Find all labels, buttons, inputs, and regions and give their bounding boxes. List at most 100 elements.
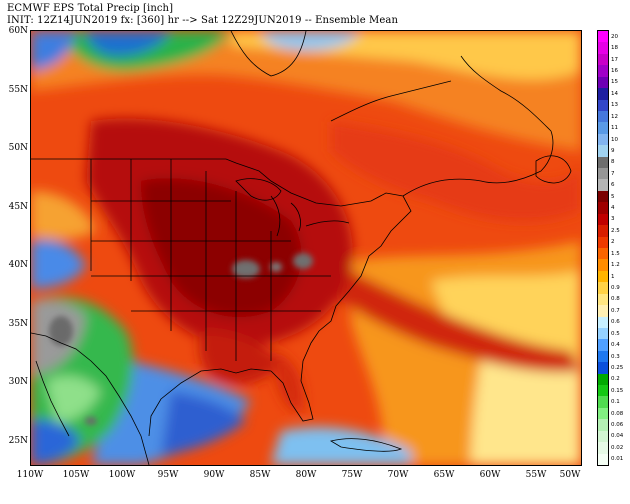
colorbar-swatch xyxy=(598,65,608,78)
colorbar-level-label: 0.6 xyxy=(611,319,620,326)
colorbar-swatch xyxy=(598,53,608,66)
longitude-label: 65W xyxy=(433,470,455,480)
colorbar-level-label: 0.4 xyxy=(611,342,620,349)
longitude-label: 105W xyxy=(62,470,90,480)
colorbar-swatch xyxy=(598,453,608,466)
colorbar-swatch xyxy=(598,407,608,420)
colorbar-swatch xyxy=(598,145,608,158)
colorbar-level-label: 20 xyxy=(611,33,618,40)
colorbar-swatch xyxy=(598,373,608,386)
colorbar-level-label: 18 xyxy=(611,45,618,52)
colorbar-level-label: 0.1 xyxy=(611,399,620,406)
latitude-label: 40N xyxy=(8,260,28,270)
latitude-label: 45N xyxy=(8,201,28,212)
map-title: ECMWF EPS Total Precip [inch] xyxy=(7,3,174,14)
colorbar-level-label: 0.01 xyxy=(611,456,624,463)
longitude-label: 85W xyxy=(249,470,271,480)
colorbar-swatch xyxy=(598,270,608,283)
colorbar-level-label: 0.25 xyxy=(611,364,624,371)
colorbar-swatch xyxy=(598,430,608,443)
colorbar-swatch xyxy=(598,225,608,238)
colorbar-level-label: 10 xyxy=(611,136,618,143)
colorbar-swatch xyxy=(598,236,608,249)
colorbar-swatch xyxy=(598,396,608,409)
colorbar-swatch xyxy=(598,248,608,260)
colorbar-level-label: 0.2 xyxy=(611,376,620,383)
colorbar-level-label: 9 xyxy=(611,147,615,154)
colorbar-level-label: 0.06 xyxy=(611,422,624,429)
colorbar-level-label: 0.9 xyxy=(611,284,620,291)
precip-colorbar xyxy=(597,30,609,466)
colorbar-swatch xyxy=(598,350,608,363)
latitude-label: 50N xyxy=(8,143,28,153)
colorbar-level-label: 2.5 xyxy=(611,227,620,234)
colorbar-swatch xyxy=(598,362,608,375)
colorbar-level-label: 1.5 xyxy=(611,250,620,257)
colorbar-swatch xyxy=(598,76,608,89)
colorbar-swatch xyxy=(598,419,608,432)
colorbar-level-label: 0.5 xyxy=(611,330,620,337)
colorbar-swatch xyxy=(598,110,608,123)
colorbar-level-label: 8 xyxy=(611,159,615,166)
colorbar-level-label: 0.04 xyxy=(611,433,624,440)
longitude-label: 100W xyxy=(108,470,136,480)
longitude-label: 55W xyxy=(525,470,547,480)
colorbar-level-label: 1 xyxy=(611,273,615,280)
colorbar-level-label: 2 xyxy=(611,239,615,246)
colorbar-swatch xyxy=(598,385,608,397)
colorbar-level-label: 0.08 xyxy=(611,410,624,417)
colorbar-level-label: 0.7 xyxy=(611,307,620,314)
latitude-label: 25N xyxy=(8,435,28,446)
latitude-label: 30N xyxy=(8,377,28,387)
colorbar-swatch xyxy=(598,31,608,43)
colorbar-level-label: 0.8 xyxy=(611,296,620,303)
colorbar-level-label: 3 xyxy=(611,216,615,223)
colorbar-swatch xyxy=(598,156,608,169)
colorbar-level-label: 4 xyxy=(611,205,615,212)
longitude-label: 95W xyxy=(157,470,179,480)
colorbar-level-label: 0.15 xyxy=(611,387,624,394)
colorbar-swatch xyxy=(598,293,608,306)
colorbar-swatch xyxy=(598,99,608,112)
colorbar-level-label: 5 xyxy=(611,193,615,200)
precip-map xyxy=(30,30,582,466)
colorbar-swatch xyxy=(598,88,608,100)
colorbar-level-label: 14 xyxy=(611,90,618,97)
colorbar-swatch xyxy=(598,179,608,192)
colorbar-swatch xyxy=(598,442,608,455)
longitude-label: 80W xyxy=(295,470,317,480)
colorbar-swatch xyxy=(598,213,608,226)
longitude-label: 60W xyxy=(479,470,501,480)
colorbar-swatch xyxy=(598,327,608,340)
colorbar-level-label: 7 xyxy=(611,170,615,177)
latitude-label: 35N xyxy=(8,318,28,329)
colorbar-level-label: 13 xyxy=(611,102,618,109)
colorbar-swatch xyxy=(598,122,608,135)
colorbar-level-label: 0.3 xyxy=(611,353,620,360)
colorbar-level-label: 6 xyxy=(611,182,615,189)
longitude-label: 70W xyxy=(387,470,409,480)
longitude-label: 50W xyxy=(559,470,581,480)
longitude-label: 75W xyxy=(341,470,363,480)
colorbar-level-label: 15 xyxy=(611,79,618,86)
colorbar-swatch xyxy=(598,316,608,329)
colorbar-level-label: 17 xyxy=(611,56,618,63)
colorbar-level-label: 0.02 xyxy=(611,444,624,451)
colorbar-level-label: 11 xyxy=(611,125,618,132)
colorbar-swatch xyxy=(598,133,608,146)
colorbar-swatch xyxy=(598,339,608,352)
colorbar-swatch xyxy=(598,42,608,55)
colorbar-level-label: 12 xyxy=(611,113,618,120)
colorbar-swatch xyxy=(598,282,608,295)
colorbar-level-label: 16 xyxy=(611,67,618,74)
colorbar-swatch xyxy=(598,168,608,180)
colorbar-swatch xyxy=(598,259,608,272)
longitude-label: 110W xyxy=(16,470,44,480)
map-subtitle: INIT: 12Z14JUN2019 fx: [360] hr --> Sat … xyxy=(7,15,398,26)
colorbar-swatch xyxy=(598,190,608,203)
longitude-label: 90W xyxy=(203,470,225,480)
colorbar-swatch xyxy=(598,305,608,317)
colorbar-swatch xyxy=(598,202,608,215)
colorbar-level-label: 1.2 xyxy=(611,262,620,269)
latitude-label: 55N xyxy=(8,84,28,95)
